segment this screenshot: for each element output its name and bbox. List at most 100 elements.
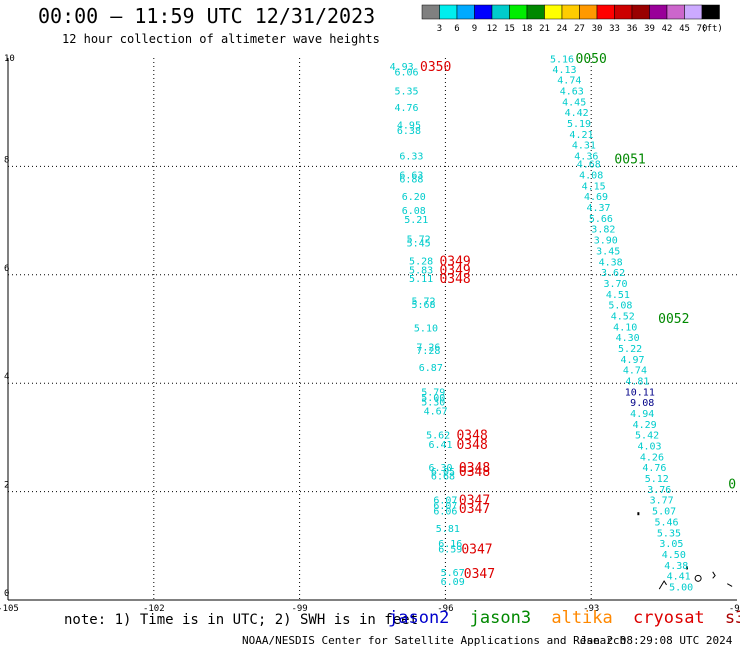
data-point-label: 5.83 <box>409 265 433 276</box>
pass-time-label: 0347 <box>459 502 490 517</box>
data-point-label: 4.52 <box>611 311 635 322</box>
data-point-label: 4.76 <box>642 463 666 474</box>
pass-time-label: 0349 <box>439 255 470 270</box>
data-point-label: 3.90 <box>594 236 618 247</box>
y-tick-label: 10 <box>4 54 15 64</box>
colorbar-swatch <box>701 4 720 20</box>
data-point-label: 4.21 <box>569 130 593 141</box>
data-point-label: 6.16 <box>438 539 462 550</box>
data-point-label: 3.45 <box>596 246 620 257</box>
data-point-label: 5.66 <box>589 214 613 225</box>
data-point-label: 5.45 <box>407 238 431 249</box>
x-tick-label: -102 <box>143 604 165 612</box>
x-tick-label: -93 <box>583 604 599 612</box>
pass-time-label: 0348 <box>439 272 470 287</box>
colorbar-label: 9 <box>472 24 477 34</box>
data-point-label: 3.82 <box>591 225 615 236</box>
pass-time-label: 0348 <box>459 461 490 476</box>
island-marker <box>694 574 702 582</box>
data-point-label: 6.08 <box>402 206 426 217</box>
data-point-label: 9.08 <box>630 398 654 409</box>
data-point-label: 5.68 <box>411 300 435 311</box>
colorbar-label: 27 <box>574 24 585 34</box>
data-point-label: 6.20 <box>402 192 426 203</box>
data-point-label: 6.07 <box>433 496 457 507</box>
data-point-label: 6.87 <box>419 363 443 374</box>
island-marker <box>685 566 688 570</box>
satellite-jason2: jason2 <box>388 608 450 628</box>
pass-time-label: 0347 <box>464 567 495 582</box>
credit-line: NOAA/NESDIS Center for Satellite Applica… <box>242 634 627 647</box>
data-point-label: 7.26 <box>416 342 440 353</box>
pass-time-label: 0050 <box>576 52 607 67</box>
data-point-label: 6.68 <box>431 471 455 482</box>
colorbar-label: 6 <box>454 24 459 34</box>
data-point-label: 4.26 <box>640 452 664 463</box>
data-point-label: 6.30 <box>428 463 452 474</box>
data-point-label: 5.35 <box>657 528 681 539</box>
data-point-label: 5.79 <box>421 387 445 398</box>
data-point-label: 4.94 <box>630 409 654 420</box>
satellite-jason3: jason3 <box>469 608 532 628</box>
x-tick-label: -96 <box>437 604 453 612</box>
data-point-label: 4.08 <box>579 171 603 182</box>
data-point-label: 5.00 <box>669 582 693 593</box>
colorbar-label: 24 <box>557 24 568 34</box>
data-point-label: 6.38 <box>397 126 421 137</box>
data-point-label: 5.19 <box>567 119 591 130</box>
data-point-label: 4.68 <box>577 160 601 171</box>
colorbar-label: 21 <box>539 24 550 34</box>
data-point-label: 6.09 <box>441 577 465 588</box>
data-point-label: 5.00 <box>421 393 445 404</box>
data-point-label: 4.74 <box>557 76 581 87</box>
data-point-label: 4.41 <box>667 572 691 583</box>
data-point-label: 5.08 <box>608 301 632 312</box>
data-point-label: 5.35 <box>394 87 418 98</box>
colorbar-label: 45 <box>679 24 690 34</box>
data-point-label: 4.31 <box>572 141 596 152</box>
data-point-label: 6.05 <box>431 467 455 478</box>
data-point-label: 4.63 <box>560 87 584 98</box>
pass-time-label: 0347 <box>461 543 492 558</box>
colorbar-label: 3 <box>437 24 442 34</box>
data-point-label: 5.28 <box>409 257 433 268</box>
data-point-label: 7.28 <box>416 346 440 357</box>
data-point-label: 3.70 <box>603 279 627 290</box>
x-tick-label: -99 <box>291 604 307 612</box>
data-point-label: 4.67 <box>424 406 448 417</box>
data-point-label: 6.06 <box>394 68 418 79</box>
data-point-label: 5.62 <box>426 431 450 442</box>
footer-note: note: 1) Time is in UTC; 2) SWH is in fe… <box>64 612 419 628</box>
colorbar-legend: 3 6 9 12 15 18 21 24 27 30 33 36 39 42 45 70(ft) <box>421 4 723 34</box>
data-point-label: 4.97 <box>620 355 644 366</box>
colorbar-label: 30 <box>592 24 603 34</box>
pass-time-label: 0051 <box>614 152 645 167</box>
satellite-s3a: s3a <box>724 608 740 628</box>
data-point-label: 4.76 <box>394 103 418 114</box>
data-point-label: 4.95 <box>397 121 421 132</box>
data-point-label: 5.30 <box>421 398 445 409</box>
data-point-label: 5.67 <box>441 568 465 579</box>
satellite-legend: jason2 jason3 altika cryosat s3a <box>388 608 740 628</box>
data-point-label: 6.41 <box>428 440 452 451</box>
satellite-altika: altika <box>551 608 613 628</box>
data-point-label: 4.38 <box>599 257 623 268</box>
pass-time-label: 0 <box>728 477 736 492</box>
island-marker <box>637 512 640 516</box>
pass-time-label: 0347 <box>459 494 490 509</box>
pass-time-label: 0348 <box>456 438 487 453</box>
coastline <box>658 580 667 590</box>
data-point-label: 4.30 <box>616 333 640 344</box>
coastline <box>712 571 716 579</box>
data-point-label: 5.11 <box>409 274 433 285</box>
data-point-label: 6.07 <box>433 501 457 512</box>
data-point-label: 4.15 <box>582 181 606 192</box>
data-point-label: 4.03 <box>637 442 661 453</box>
data-point-label: 4.10 <box>613 322 637 333</box>
data-point-label: 3.05 <box>659 539 683 550</box>
data-point-label: 6.59 <box>438 545 462 556</box>
data-point-label: 4.93 <box>390 62 414 73</box>
chart-subtitle: 12 hour collection of altimeter wave hei… <box>62 32 380 46</box>
data-point-label: 4.74 <box>623 366 647 377</box>
pass-time-label: 0348 <box>459 465 490 480</box>
